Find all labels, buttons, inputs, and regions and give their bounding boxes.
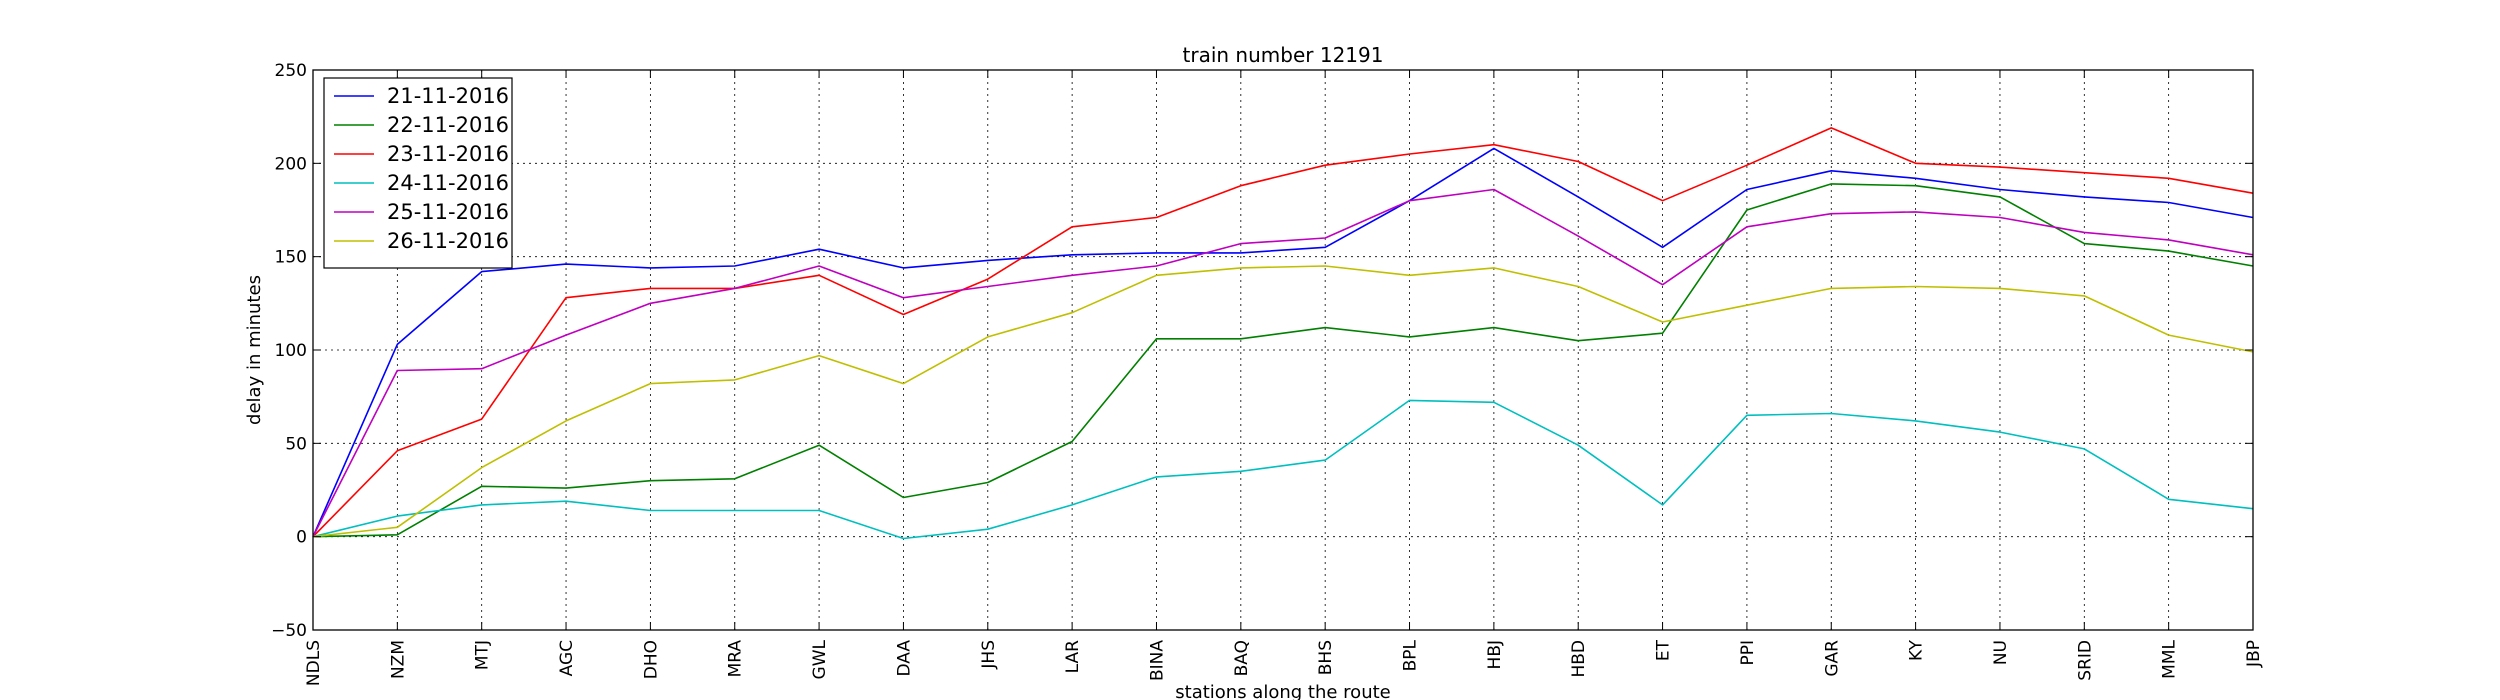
x-tick-label: PPI (1738, 640, 1758, 666)
x-tick-label: HBJ (1485, 640, 1505, 669)
y-tick-label: 250 (275, 61, 307, 81)
grid-lines (312, 70, 2254, 630)
y-axis-label: delay in minutes (244, 275, 265, 425)
x-tick-label: MTJ (473, 640, 493, 670)
x-tick-label: MRA (726, 640, 746, 678)
x-tick-label: AGC (557, 640, 577, 676)
x-tick-label: NZM (388, 640, 408, 679)
x-tick-label: GWL (810, 639, 830, 679)
x-axis-label: stations along the route (1175, 682, 1390, 700)
x-tick-label: DAA (894, 640, 914, 677)
x-tick-label: GAR (1822, 640, 1842, 677)
x-tick-label: BPL (1401, 639, 1421, 671)
x-tick-label: BAQ (1232, 640, 1252, 676)
y-tick-label: 150 (275, 248, 307, 268)
axis-ticks: NDLS NZM MTJ AGC DHO MRA GWL DAA JHS LAR BINA BAQ BH… (271, 61, 2264, 686)
y-tick-label: 50 (285, 434, 307, 454)
x-tick-label: JHS (979, 640, 999, 670)
y-tick-label: −50 (271, 621, 307, 641)
x-tick-label: KY (1907, 639, 1927, 661)
legend-label: 25-11-2016 (387, 200, 509, 224)
x-tick-label: NU (1991, 640, 2011, 665)
x-tick-label: JBP (2244, 640, 2264, 668)
y-tick-label: 100 (275, 341, 307, 361)
legend: 21-11-2016 22-11-2016 23-11-2016 24-11-2016… (323, 77, 513, 269)
legend-label: 21-11-2016 (387, 84, 509, 108)
x-tick-label: NDLS (304, 640, 324, 686)
legend-label: 22-11-2016 (387, 113, 509, 137)
series-line-26-11-2016 (312, 265, 2254, 538)
legend-label: 23-11-2016 (387, 142, 509, 166)
x-tick-label: BHS (1316, 640, 1336, 675)
x-tick-label: HBD (1569, 640, 1589, 678)
x-tick-label: BINA (1147, 640, 1167, 681)
x-tick-label: MML (2160, 639, 2180, 678)
legend-box (323, 77, 513, 269)
plot-area-frame (312, 69, 2254, 631)
legend-label: 26-11-2016 (387, 229, 509, 253)
series-line-21-11-2016 (312, 147, 2254, 538)
legend-label: 24-11-2016 (387, 171, 509, 195)
series-line-23-11-2016 (312, 127, 2254, 538)
series-line-25-11-2016 (312, 188, 2254, 538)
series-lines (312, 127, 2254, 540)
series-line-24-11-2016 (312, 399, 2254, 540)
x-tick-label: LAR (1063, 640, 1083, 673)
y-tick-label: 0 (296, 528, 307, 548)
y-tick-label: 200 (275, 154, 307, 174)
x-tick-label: ET (1654, 639, 1674, 661)
series-line-22-11-2016 (312, 183, 2254, 538)
x-tick-label: DHO (641, 640, 661, 679)
chart-title: train number 12191 (1183, 43, 1384, 67)
x-tick-label: SRID (2075, 640, 2095, 681)
